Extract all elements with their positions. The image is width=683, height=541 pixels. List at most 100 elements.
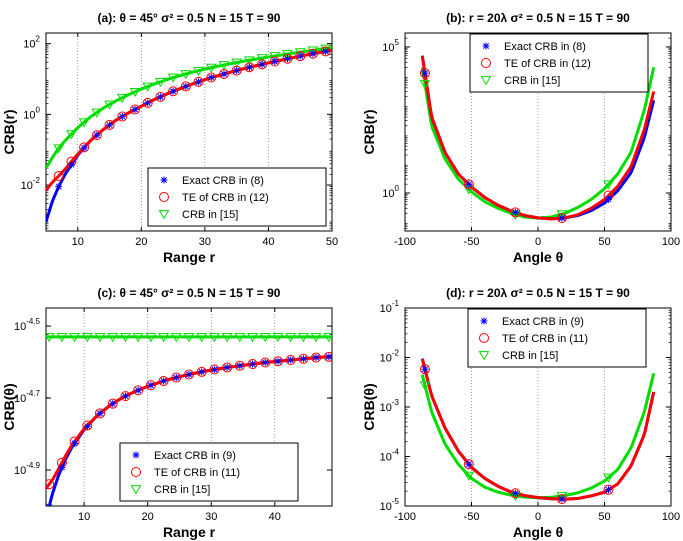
y-tick-exponent: 5 <box>395 38 400 47</box>
series-b <box>419 55 656 224</box>
chart-panel-a: (a): θ = 45° σ² = 0.5 N = 15 T = 90 10 20… <box>1 11 338 265</box>
data-point-1 <box>421 69 429 77</box>
data-point-2 <box>184 369 194 380</box>
data-point-1 <box>134 386 142 394</box>
data-point-3 <box>120 333 131 343</box>
x-axis-label-b: Angle θ <box>513 249 563 265</box>
data-point-1 <box>233 67 241 75</box>
data-point-2 <box>158 376 169 387</box>
data-point-2 <box>196 366 207 377</box>
legend-marker-2 <box>481 58 491 68</box>
data-point-3 <box>463 471 475 481</box>
data-point-1 <box>121 392 129 400</box>
data-point-1 <box>156 93 164 101</box>
data-point-3 <box>603 473 614 483</box>
legend-label-2: TE of CRB in (11) <box>502 333 588 345</box>
legend-box <box>469 33 649 93</box>
data-point-1 <box>296 52 304 60</box>
legend-marker-1 <box>160 176 168 184</box>
data-point-2 <box>323 351 332 362</box>
y-tick-base: 10 <box>23 39 35 51</box>
y-axis-label-d: CRB(θ) <box>361 383 377 430</box>
chart-title-c: (c): θ = 45° σ² = 0.5 N = 15 T = 90 <box>98 286 281 300</box>
data-point-2 <box>104 119 115 130</box>
data-point-2 <box>91 130 102 141</box>
y-axis-label-a: CRB(r) <box>1 109 17 154</box>
data-point-2 <box>282 53 293 64</box>
data-point-1 <box>309 50 317 58</box>
data-point-3 <box>116 93 128 104</box>
data-point-1 <box>210 366 218 374</box>
data-point-3 <box>205 63 217 73</box>
y-tick-base: 10 <box>380 402 392 414</box>
data-point-2 <box>180 81 191 92</box>
data-point-3 <box>419 80 431 90</box>
legend-label-1: Exact CRB in (8) <box>182 175 264 187</box>
data-point-1 <box>465 180 473 188</box>
data-point-2 <box>510 488 521 499</box>
series-line-2 <box>46 48 332 192</box>
data-point-3 <box>556 210 568 220</box>
data-point-2 <box>247 359 258 370</box>
data-point-3 <box>81 333 93 343</box>
y-tick-label: 10-4.7 <box>14 389 41 405</box>
data-point-1 <box>147 381 155 389</box>
data-point-3 <box>145 333 157 343</box>
data-point-2 <box>257 59 268 70</box>
chart-panel-c: (c): θ = 45° σ² = 0.5 N = 15 T = 90 10 20… <box>1 286 333 540</box>
data-point-3 <box>234 333 246 343</box>
x-tick-label: 10 <box>78 511 90 523</box>
x-tick-label: 20 <box>142 511 154 523</box>
data-point-2 <box>95 408 106 419</box>
data-point-2 <box>269 56 280 67</box>
legend-label-2: TE of CRB in (12) <box>504 58 591 70</box>
data-point-2 <box>222 362 233 373</box>
legend-marker-1 <box>482 42 490 50</box>
legend-d: Exact CRB in (9) TE of CRB in (11) CRB in … <box>467 308 647 368</box>
data-point-1 <box>198 368 206 376</box>
legend-marker-3 <box>158 210 170 220</box>
legend-marker-3 <box>130 485 142 495</box>
legend-label-1: Exact CRB in (8) <box>504 41 586 53</box>
y-tick-exponent: 0 <box>395 184 400 193</box>
y-tick-label: 100 <box>382 184 399 200</box>
x-tick-label: 50 <box>326 236 338 248</box>
data-point-3 <box>244 56 255 66</box>
y-tick-exponent: -5 <box>392 497 400 506</box>
data-point-1 <box>58 464 66 472</box>
series-c <box>46 333 332 506</box>
legend-marker-1 <box>480 317 488 325</box>
data-point-2 <box>53 170 64 181</box>
data-point-1 <box>96 409 104 417</box>
y-tick-base: 10 <box>380 452 392 464</box>
chart-panel-d: (d): r = 20λ σ² = 0.5 N = 15 T = 90 -100… <box>361 286 680 540</box>
data-point-3 <box>158 333 169 343</box>
data-point-1 <box>207 74 215 82</box>
data-point-2 <box>311 352 322 363</box>
data-point-1 <box>185 370 193 378</box>
y-tick-label: 105 <box>382 38 399 54</box>
data-point-3 <box>193 66 204 76</box>
legend-marker-3 <box>480 76 492 86</box>
data-point-2 <box>46 479 55 490</box>
x-axis-label-c: Range r <box>163 524 216 540</box>
grid-a <box>77 33 269 231</box>
data-point-3 <box>104 100 115 110</box>
legend-marker-1 <box>132 451 140 459</box>
data-point-1 <box>220 70 228 78</box>
y-tick-label: 10-2 <box>21 176 41 192</box>
data-point-2 <box>320 46 331 57</box>
data-point-1 <box>236 362 244 370</box>
data-point-3 <box>142 82 154 92</box>
data-point-3 <box>132 333 144 343</box>
series-d <box>419 358 656 505</box>
data-point-3 <box>170 333 182 343</box>
y-tick-base: 10 <box>382 42 394 54</box>
legend-marker-2 <box>131 467 141 477</box>
data-point-3 <box>247 333 258 343</box>
data-point-3 <box>298 333 309 343</box>
data-point-1 <box>144 99 152 107</box>
